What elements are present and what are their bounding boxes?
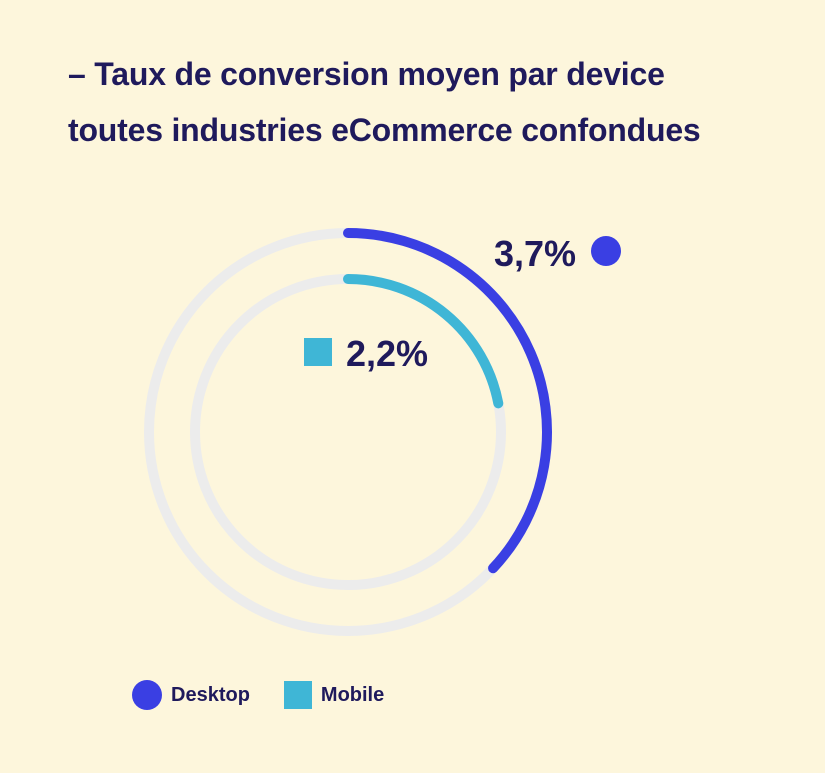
desktop-value-label: 3,7% bbox=[494, 233, 576, 274]
legend-mobile-square-icon bbox=[283, 681, 312, 709]
legend: Desktop Mobile bbox=[132, 680, 384, 710]
desktop-marker bbox=[591, 236, 621, 266]
mobile-value-label: 2,2% bbox=[346, 333, 428, 374]
chart-title: – Taux de conversion moyen par device to… bbox=[68, 46, 808, 158]
legend-desktop-label: Desktop bbox=[171, 683, 250, 706]
chart-title-line-2: toutes industries eCommerce confondues bbox=[68, 112, 701, 148]
mobile-marker bbox=[304, 338, 332, 366]
legend-mobile-label: Mobile bbox=[320, 683, 385, 706]
legend-item-desktop: Desktop bbox=[132, 680, 250, 710]
desktop-arc bbox=[343, 228, 552, 574]
legend-desktop-circle-icon bbox=[132, 680, 162, 710]
chart-title-line-1: – Taux de conversion moyen par device bbox=[68, 56, 665, 92]
mobile-arc bbox=[343, 274, 504, 409]
legend-item-mobile: Mobile bbox=[283, 681, 385, 709]
